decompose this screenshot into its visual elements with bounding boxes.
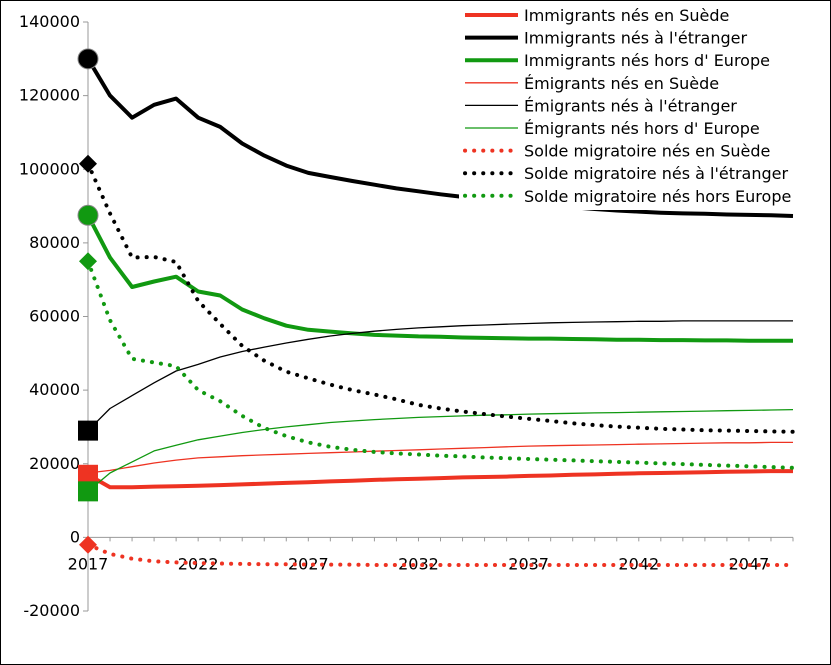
x-tick-label: 2027 bbox=[288, 554, 329, 573]
series-line-5 bbox=[87, 320, 793, 432]
series-line-4 bbox=[87, 441, 793, 474]
legend: Immigrants nés en Suède Immigrants nés à … bbox=[459, 2, 811, 210]
series-marker-7 bbox=[79, 535, 97, 554]
legend-label-4: Émigrants nés en Suède bbox=[524, 74, 719, 93]
y-tick-label: 140000 bbox=[19, 12, 80, 31]
series-layer bbox=[77, 48, 795, 567]
y-tick-label: 20000 bbox=[29, 454, 80, 473]
series-marker-6 bbox=[78, 481, 98, 502]
series-marker-5 bbox=[78, 420, 98, 441]
x-tick-label: 2022 bbox=[178, 554, 219, 573]
series-line-1 bbox=[87, 469, 793, 490]
series-marker-1 bbox=[78, 464, 98, 485]
series-marker-9 bbox=[79, 252, 97, 271]
series-marker-2 bbox=[77, 48, 99, 70]
series-line-9 bbox=[86, 259, 795, 470]
legend-label-8: Solde migratoire nés à l'étranger bbox=[524, 164, 788, 183]
series-line-8 bbox=[86, 161, 795, 434]
y-tick-label: 80000 bbox=[29, 233, 80, 252]
y-tick-label: 60000 bbox=[29, 307, 80, 326]
x-tick-label: 2032 bbox=[398, 554, 439, 573]
series-marker-8 bbox=[79, 154, 97, 173]
y-tick-label: 40000 bbox=[29, 380, 80, 399]
x-tick-label: 2042 bbox=[618, 554, 659, 573]
legend-label-5: Émigrants nés à l'étranger bbox=[524, 96, 737, 115]
legend-label-1: Immigrants nés en Suède bbox=[524, 6, 729, 25]
y-tick-label: 100000 bbox=[19, 159, 80, 178]
axes: -20000 0 20000 40000 60000 80000 100000 120000 1… bbox=[19, 12, 794, 620]
series-line-2 bbox=[86, 57, 794, 218]
legend-label-6: Émigrants nés hors d' Europe bbox=[524, 119, 760, 138]
y-tick-label: 0 bbox=[70, 527, 80, 546]
x-tick-label: 2017 bbox=[68, 554, 109, 573]
series-line-7 bbox=[86, 542, 795, 567]
series-marker-3 bbox=[77, 204, 99, 226]
y-tick-label: -20000 bbox=[23, 601, 80, 620]
legend-label-2: Immigrants nés à l'étranger bbox=[524, 29, 747, 48]
legend-label-7: Solde migratoire nés en Suède bbox=[524, 142, 770, 161]
x-tick-label: 2037 bbox=[508, 554, 549, 573]
legend-label-9: Solde migratoire nés hors Europe bbox=[524, 187, 791, 206]
series-line-3 bbox=[86, 214, 793, 343]
legend-label-3: Immigrants nés hors d' Europe bbox=[524, 51, 770, 70]
series-line-6 bbox=[87, 408, 794, 492]
y-tick-label: 120000 bbox=[19, 86, 80, 105]
